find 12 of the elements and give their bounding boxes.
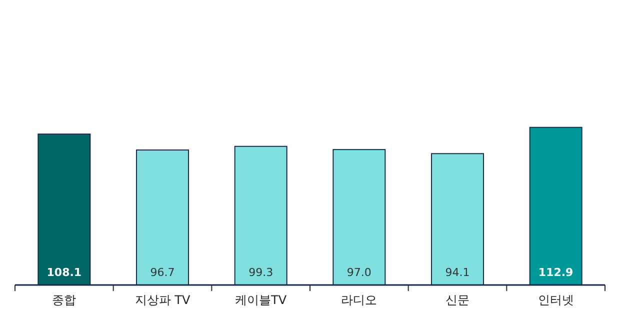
data-label: 108.1: [46, 266, 82, 279]
x-tick-label: 지상파 TV: [134, 293, 191, 307]
data-label: 97.0: [346, 266, 372, 279]
data-label: 112.9: [538, 266, 574, 279]
x-tick-label: 케이블TV: [235, 293, 288, 307]
data-label: 94.1: [445, 266, 470, 279]
x-tick-label: 신문: [446, 293, 470, 307]
data-label: 99.3: [248, 266, 274, 279]
x-tick-label: 종합: [52, 293, 76, 307]
x-tick-label: 라디오: [341, 293, 378, 307]
data-label: 96.7: [150, 266, 175, 279]
x-tick-label: 인터넷: [538, 293, 574, 307]
